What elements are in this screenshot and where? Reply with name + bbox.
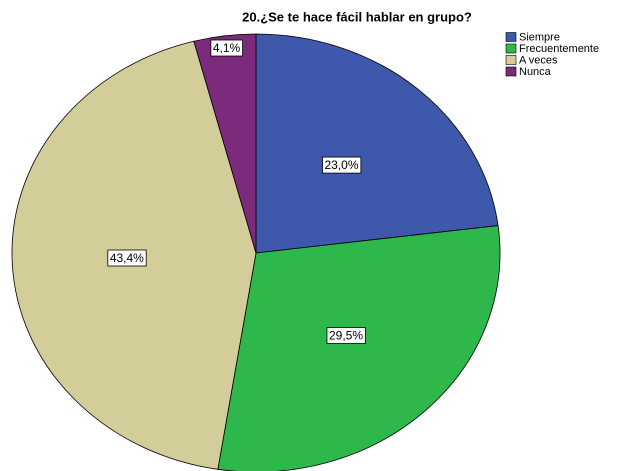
legend-label: Siempre (519, 31, 560, 43)
data-label-text: 4,1% (213, 41, 241, 55)
pie-slice (193, 33, 257, 254)
data-label-text: 29,5% (329, 329, 363, 343)
data-label-box (107, 249, 147, 267)
data-label: 4,1% (210, 39, 243, 57)
legend-label: Frecuentemente (519, 43, 599, 55)
legend-swatch (505, 43, 517, 54)
legend-swatch (505, 32, 517, 42)
data-label-box (322, 156, 362, 174)
chart-title: 20.¿Se te hace fácil hablar en grupo? (242, 9, 472, 24)
data-label-text: 43,4% (110, 251, 144, 265)
pie-slice (217, 225, 501, 471)
legend-swatch (505, 66, 517, 77)
data-label-box (210, 39, 243, 57)
legend-swatch (505, 55, 517, 65)
legend-label: Nunca (519, 66, 552, 78)
data-label-box (326, 327, 366, 344)
data-label: 43,4% (107, 249, 147, 267)
legend-label: A veces (519, 54, 558, 66)
data-label: 23,0% (322, 156, 362, 174)
pie-slice (255, 33, 499, 254)
data-label: 29,5% (326, 327, 366, 344)
data-label-text: 23,0% (325, 158, 359, 172)
